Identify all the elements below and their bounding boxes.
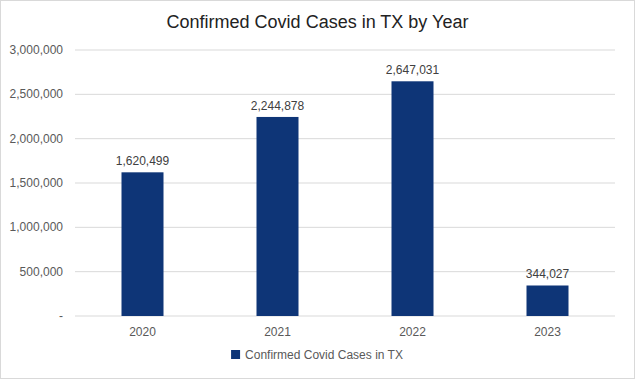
grid-line — [75, 94, 615, 95]
data-label: 1,620,499 — [116, 154, 170, 168]
bars — [122, 81, 569, 316]
data-label: 2,647,031 — [386, 63, 440, 77]
y-tick-label: - — [59, 309, 63, 323]
bar — [122, 172, 164, 316]
y-tick-label: 2,500,000 — [10, 87, 64, 101]
y-tick-label: 1,000,000 — [10, 220, 64, 234]
y-tick-label: 500,000 — [20, 265, 64, 279]
x-tick-label: 2022 — [399, 325, 426, 339]
legend-swatch — [231, 350, 240, 359]
legend-label: Confirmed Covid Cases in TX — [245, 348, 403, 362]
chart-container: Confirmed Covid Cases in TX by Year - 500,… — [0, 0, 635, 379]
grid-line — [75, 50, 615, 51]
bar — [527, 285, 569, 316]
chart-frame — [1, 1, 635, 379]
bar — [257, 117, 299, 316]
chart-title: Confirmed Covid Cases in TX by Year — [167, 12, 469, 32]
legend: Confirmed Covid Cases in TX — [231, 348, 403, 362]
y-tick-label: 3,000,000 — [10, 43, 64, 57]
bar — [392, 81, 434, 316]
x-tick-label: 2023 — [534, 325, 561, 339]
chart-svg: Confirmed Covid Cases in TX by Year - 500,… — [0, 0, 635, 379]
grid-line — [75, 138, 615, 139]
x-tick-label: 2021 — [264, 325, 291, 339]
data-label: 344,027 — [526, 267, 570, 281]
y-tick-label: 1,500,000 — [10, 176, 64, 190]
x-tick-label: 2020 — [129, 325, 156, 339]
y-tick-label: 2,000,000 — [10, 132, 64, 146]
data-label: 2,244,878 — [251, 99, 305, 113]
